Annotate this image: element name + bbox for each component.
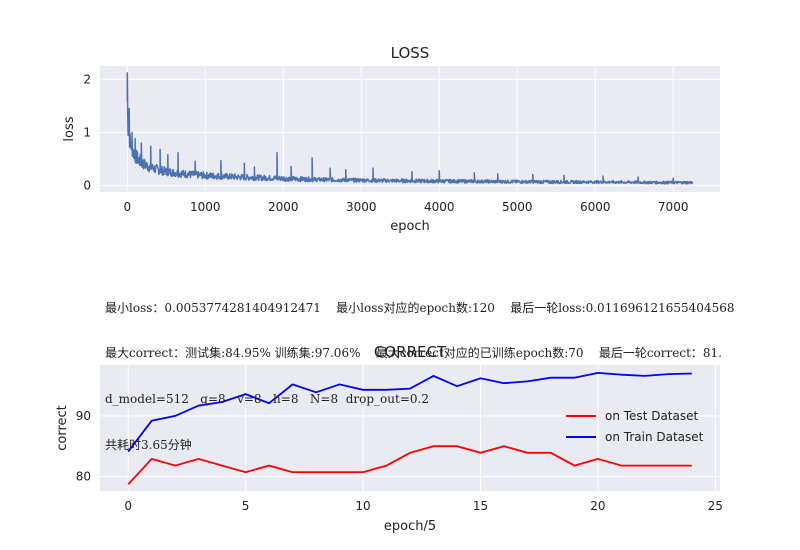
correct-x-tick-label: 10 — [355, 499, 370, 513]
loss-y-tick-label: 1 — [83, 125, 91, 139]
train-dataset-line — [127, 371, 692, 453]
loss-title: LOSS — [391, 44, 430, 62]
summary-line-hyperparams: d_model=512 q=8 v=8 h=8 N=8 drop_out=0.2 — [105, 392, 429, 407]
correct-y-tick-label: 80 — [76, 469, 91, 483]
loss-series-line — [126, 72, 694, 185]
loss-x-tick-label: 2000 — [268, 200, 299, 214]
loss-y-tick-label: 0 — [83, 179, 91, 193]
legend-test-label: on Test Dataset — [605, 409, 698, 423]
loss-x-tick-label: 1000 — [190, 200, 221, 214]
loss-x-tick-labels: 0 1000 2000 3000 4000 5000 6000 7000 — [123, 200, 688, 214]
correct-x-tick-label: 0 — [124, 499, 132, 513]
correct-y-tick-labels: 80 90 — [76, 409, 91, 484]
loss-x-tick-label: 0 — [123, 200, 131, 214]
correct-x-tick-label: 20 — [590, 499, 605, 513]
loss-y-tick-labels: 0 1 2 — [83, 72, 91, 192]
summary-line-correct: 最大correct：测试集:84.95% 训练集:97.06% 最大correc… — [105, 346, 722, 361]
correct-x-tick-label: 25 — [708, 499, 723, 513]
loss-chart: 0 1000 2000 3000 4000 5000 6000 7000 0 1 2 LOSS e… — [62, 44, 720, 234]
loss-x-axis-label: epoch — [390, 219, 430, 234]
correct-grid — [100, 365, 720, 491]
summary-line-time: 共耗时3.65分钟 — [105, 438, 192, 453]
correct-title: CORRECT — [374, 343, 447, 361]
legend-train-label: on Train Dataset — [605, 430, 704, 444]
correct-x-tick-label: 5 — [242, 499, 250, 513]
correct-legend: on Test Dataset on Train Dataset — [566, 409, 704, 444]
summary-line-loss: 最小loss：0.0053774281404912471 最小loss对应的ep… — [105, 300, 735, 315]
loss-y-tick-label: 2 — [83, 72, 91, 86]
loss-y-axis-label: loss — [62, 116, 77, 141]
training-summary: 最小loss：0.0053774281404912471 最小loss对应的ep… — [105, 270, 800, 469]
test-dataset-line — [127, 445, 692, 485]
correct-y-tick-label: 90 — [76, 409, 91, 423]
loss-x-tick-label: 3000 — [346, 200, 377, 214]
loss-grid — [100, 66, 720, 192]
correct-x-tick-labels: 0 5 10 15 20 25 — [124, 499, 723, 513]
loss-x-tick-label: 6000 — [580, 200, 611, 214]
correct-y-axis-label: correct — [55, 405, 70, 451]
correct-plot-background — [100, 365, 720, 491]
correct-x-axis-label: epoch/5 — [384, 519, 436, 534]
loss-x-tick-label: 7000 — [658, 200, 689, 214]
loss-plot-background — [100, 66, 720, 192]
correct-x-tick-label: 15 — [473, 499, 488, 513]
loss-x-tick-label: 5000 — [502, 200, 533, 214]
loss-x-tick-label: 4000 — [424, 200, 455, 214]
